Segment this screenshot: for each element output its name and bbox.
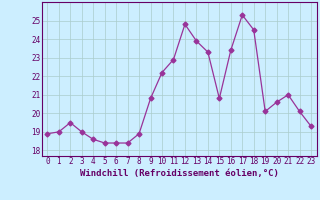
X-axis label: Windchill (Refroidissement éolien,°C): Windchill (Refroidissement éolien,°C) bbox=[80, 169, 279, 178]
